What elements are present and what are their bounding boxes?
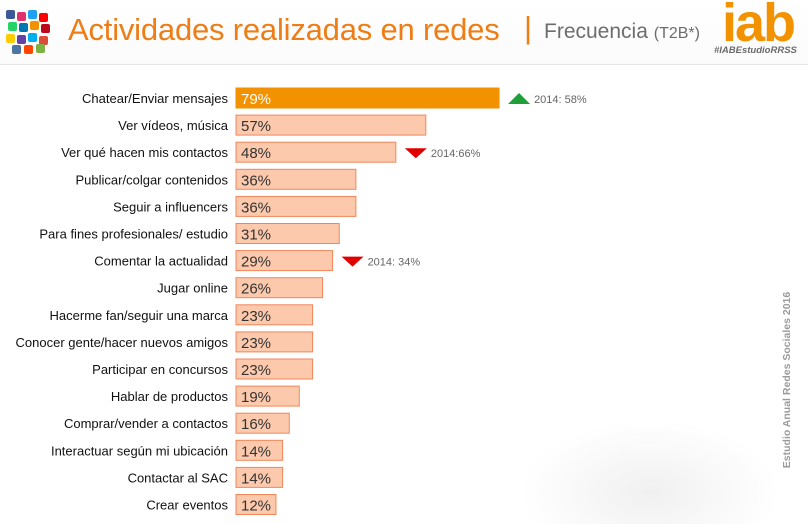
category-label: Chatear/Enviar mensajes	[82, 91, 228, 106]
value-label: 23%	[241, 362, 271, 379]
up-arrow-icon	[508, 93, 531, 104]
hashtag: #IABEstudioRRSS	[714, 45, 797, 56]
bar-14	[235, 439, 284, 461]
category-label: Ver vídeos, música	[118, 118, 229, 133]
down-arrow-icon	[404, 148, 427, 159]
bar-12	[235, 385, 300, 407]
value-label: 79%	[241, 91, 271, 108]
social-icons-logo	[6, 10, 58, 54]
category-label: Comprar/vender a contactos	[64, 416, 229, 431]
comparison-label: 2014: 58%	[534, 94, 587, 106]
value-label: 57%	[241, 118, 271, 135]
comparison-label: 2014:66%	[431, 148, 481, 160]
category-label: Crear eventos	[146, 498, 228, 513]
page-subtitle: Frecuencia (T2B*)	[544, 20, 700, 44]
value-label: 36%	[241, 172, 271, 189]
category-label: Comentar la actualidad	[94, 254, 228, 269]
category-label: Hacerme fan/seguir una marca	[50, 308, 229, 323]
bar-4	[235, 168, 357, 190]
value-label: 14%	[241, 470, 271, 487]
category-label: Seguir a influencers	[113, 199, 228, 214]
title-separator: |	[524, 10, 533, 45]
page-title: Actividades realizadas en redes	[68, 12, 500, 47]
value-label: 23%	[241, 308, 271, 325]
value-label: 29%	[241, 254, 271, 271]
bar-9	[235, 304, 314, 326]
value-label: 14%	[241, 443, 271, 460]
bar-8	[235, 277, 324, 299]
value-label: 12%	[241, 498, 271, 515]
value-label: 36%	[241, 199, 271, 216]
category-label: Jugar online	[157, 281, 228, 296]
value-label: 31%	[241, 227, 271, 244]
header: Actividades realizadas en redes | Frecue…	[0, 0, 808, 65]
bar-3	[235, 141, 397, 163]
bar-6	[235, 223, 340, 244]
value-label: 48%	[241, 145, 271, 162]
bar-13	[235, 412, 290, 434]
category-label: Participar en concursos	[92, 362, 228, 377]
value-label: 19%	[241, 389, 271, 406]
subtitle-note: (T2B*)	[653, 25, 700, 42]
bar-2	[235, 114, 427, 136]
subtitle-text: Frecuencia	[544, 20, 648, 43]
bar-11	[235, 358, 314, 380]
value-label: 16%	[241, 416, 271, 433]
background-decoration	[520, 420, 780, 524]
category-label: Publicar/colgar contenidos	[76, 172, 229, 187]
iab-logo: iab	[722, 0, 796, 53]
bar-15	[235, 466, 284, 488]
comparison-label: 2014: 34%	[368, 257, 421, 269]
down-arrow-icon	[341, 256, 364, 267]
value-label: 26%	[241, 281, 271, 298]
bar-10	[235, 331, 314, 353]
category-label: Hablar de productos	[111, 389, 229, 404]
bar-16	[235, 494, 277, 515]
category-label: Contactar al SAC	[128, 470, 228, 485]
category-label: Ver qué hacen mis contactos	[61, 145, 228, 160]
category-label: Interactuar según mi ubicación	[51, 443, 228, 458]
value-label: 23%	[241, 335, 271, 352]
bar-5	[235, 195, 357, 217]
bar-7	[235, 250, 334, 272]
category-label: Conocer gente/hacer nuevos amigos	[16, 335, 229, 350]
category-label: Para fines profesionales/ estudio	[39, 227, 228, 242]
bar-1	[235, 87, 500, 109]
